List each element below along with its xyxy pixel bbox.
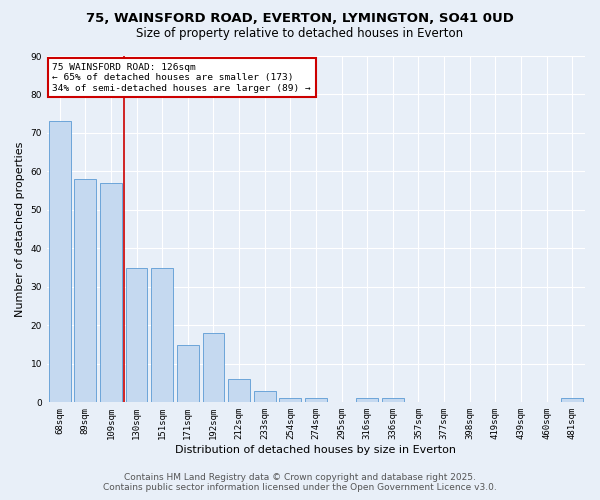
Bar [151,268,173,402]
Bar [177,344,199,403]
Bar [356,398,378,402]
Bar [305,398,327,402]
Bar [49,122,71,402]
Bar [280,398,301,402]
Text: 75, WAINSFORD ROAD, EVERTON, LYMINGTON, SO41 0UD: 75, WAINSFORD ROAD, EVERTON, LYMINGTON, … [86,12,514,26]
Text: Size of property relative to detached houses in Everton: Size of property relative to detached ho… [136,28,464,40]
Bar [126,268,148,402]
Bar [561,398,583,402]
X-axis label: Distribution of detached houses by size in Everton: Distribution of detached houses by size … [175,445,457,455]
Text: Contains HM Land Registry data © Crown copyright and database right 2025.
Contai: Contains HM Land Registry data © Crown c… [103,473,497,492]
Bar [74,179,96,402]
Bar [203,333,224,402]
Bar [254,391,275,402]
Text: 75 WAINSFORD ROAD: 126sqm
← 65% of detached houses are smaller (173)
34% of semi: 75 WAINSFORD ROAD: 126sqm ← 65% of detac… [52,63,311,92]
Y-axis label: Number of detached properties: Number of detached properties [15,142,25,317]
Bar [382,398,404,402]
Bar [100,183,122,402]
Bar [228,379,250,402]
